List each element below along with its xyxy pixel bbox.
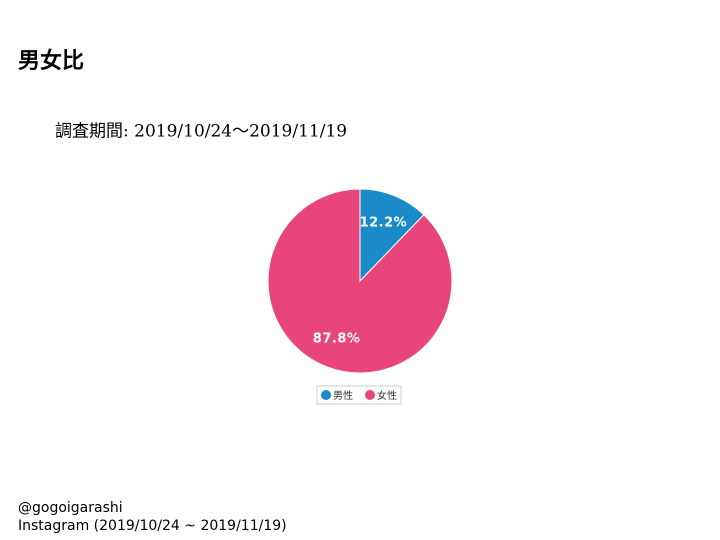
pie-slice	[267, 188, 453, 374]
value-label: 87.8%	[313, 332, 361, 347]
subtitle: 調査期間: 2019/10/24～2019/11/19	[55, 122, 347, 142]
pie-slice	[359, 188, 425, 283]
footer-line: @gogoigarashi	[18, 500, 123, 516]
legend-label: 女性	[377, 389, 397, 402]
slide-title: 男女比	[18, 48, 84, 74]
legend-box	[316, 385, 402, 405]
legend-label: 男性	[333, 389, 353, 402]
legend-swatch	[321, 390, 331, 400]
value-label: 12.2%	[360, 215, 408, 230]
legend-swatch	[365, 390, 375, 400]
footer-line: Instagram (2019/10/24 ~ 2019/11/19)	[18, 518, 287, 534]
